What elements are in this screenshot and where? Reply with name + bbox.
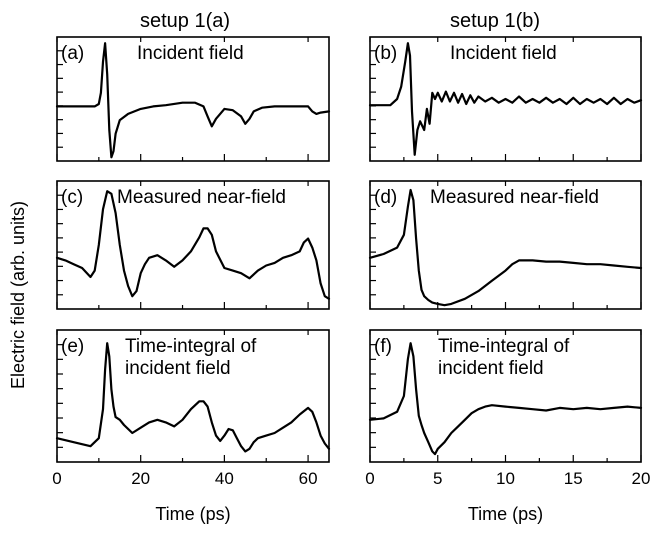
x-tick-label: 60 [299,469,318,488]
panel-label: (d) [374,187,397,208]
panel-e: 0 20 40 60 (e) Time-integral of incident field… [52,329,331,524]
panel-d: (d) Measured near-field [368,180,643,310]
panel-a: (a) Incident field [55,36,331,162]
x-tick-label: 0 [52,469,61,488]
series-line-d [368,188,643,307]
panel-title: Time-integral of incident field [125,336,257,379]
panel-label: (e) [61,336,84,357]
x-tick-label: 20 [131,469,150,488]
panels: (a) Incident field (b) Incident field (c) Mea… [52,36,651,524]
x-tick-label: 15 [564,469,583,488]
x-axis-label: Time (ps) [155,504,230,524]
y-axis-label: Electric field (arb. units) [8,201,28,389]
series-line-a [55,42,331,159]
x-tick-label: 10 [496,469,515,488]
series-line-c [55,190,331,300]
panel-f: 0 5 10 15 20 (f) Time-integral of incident fiel… [365,329,651,524]
panel-label: (b) [374,43,397,64]
panel-label: (c) [61,187,83,208]
x-tick-label: 20 [632,469,651,488]
series-line-f [368,342,643,456]
x-tick-label: 0 [365,469,374,488]
panel-frame [56,36,330,162]
panel-c: (c) Measured near-field [55,180,331,310]
panel-title: Measured near-field [430,187,599,208]
panel-label: (f) [374,336,392,357]
panel-frame [56,329,330,463]
series-line-b [368,42,643,156]
column-title-left: setup 1(a) [140,10,230,32]
panel-frame [56,180,330,310]
x-tick-label: 5 [433,469,442,488]
panel-title: Measured near-field [117,187,286,208]
x-tick-label: 40 [215,469,234,488]
panel-title: Time-integral of incident field [438,336,570,379]
panel-label: (a) [61,43,84,64]
panel-title: Incident field [450,43,557,64]
panel-title: Incident field [137,43,244,64]
series-line-e [55,342,331,453]
column-title-right: setup 1(b) [450,10,540,32]
x-axis-label: Time (ps) [468,504,543,524]
panel-b: (b) Incident field [368,36,643,162]
